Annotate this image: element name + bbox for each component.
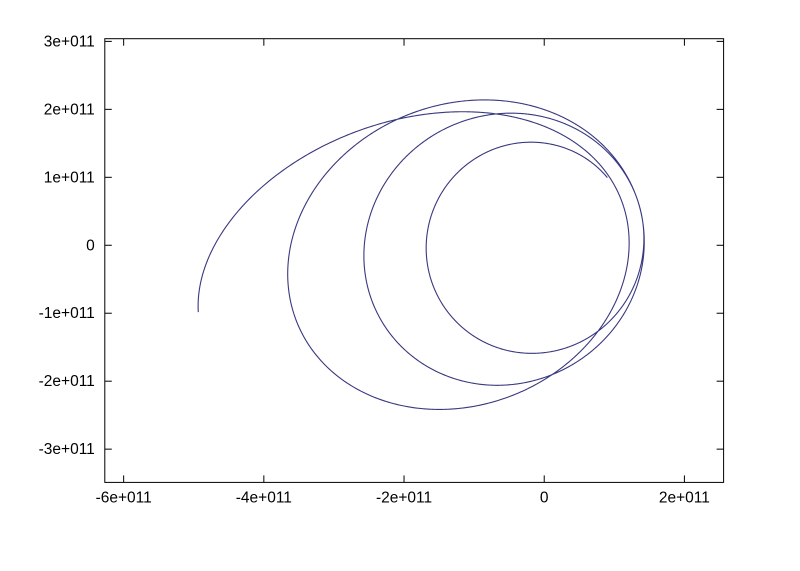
svg-text:-2e+011: -2e+011 [39, 373, 95, 390]
svg-text:0: 0 [86, 237, 95, 254]
svg-text:2e+011: 2e+011 [659, 489, 710, 506]
svg-text:2e+011: 2e+011 [44, 101, 95, 118]
svg-text:-2e+011: -2e+011 [376, 489, 432, 506]
svg-text:0: 0 [540, 489, 549, 506]
svg-text:-3e+011: -3e+011 [39, 441, 95, 458]
svg-text:-1e+011: -1e+011 [39, 305, 95, 322]
svg-text:-4e+011: -4e+011 [236, 489, 292, 506]
svg-text:3e+011: 3e+011 [44, 33, 95, 50]
svg-text:1e+011: 1e+011 [44, 169, 95, 186]
svg-text:-6e+011: -6e+011 [96, 489, 152, 506]
